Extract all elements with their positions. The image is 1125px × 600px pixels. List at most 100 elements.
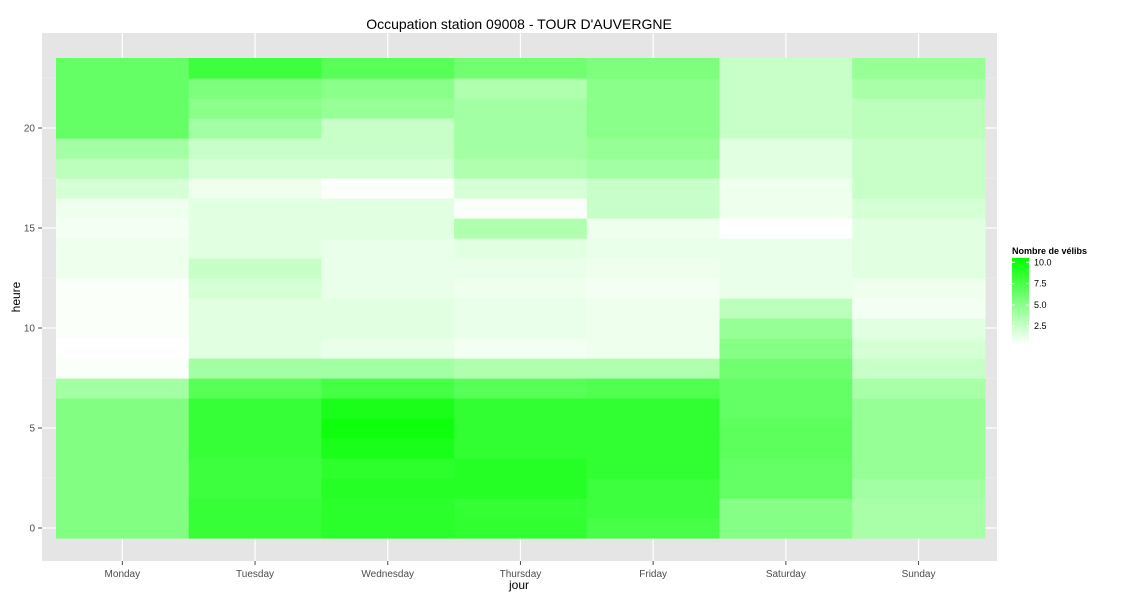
- heatmap-cell: [454, 258, 588, 279]
- heatmap-cell: [188, 98, 322, 119]
- heatmap-cell: [188, 298, 322, 319]
- heatmap-cell: [852, 438, 986, 459]
- heatmap-cell: [321, 98, 455, 119]
- x-tick-label: Sunday: [902, 569, 936, 580]
- heatmap-cell: [852, 218, 986, 239]
- legend: Nombre de vélibs 2.5 5.0 7.5 10.0: [1012, 246, 1087, 345]
- heatmap-cell: [188, 418, 322, 439]
- heatmap-cell: [719, 278, 853, 299]
- heatmap-cell: [454, 98, 588, 119]
- heatmap-cell: [321, 58, 455, 79]
- heatmap-cell: [719, 318, 853, 339]
- heatmap-cell: [852, 358, 986, 379]
- heatmap-cells: [56, 58, 986, 539]
- heatmap-cell: [586, 58, 721, 79]
- heatmap-cell: [852, 258, 986, 279]
- heatmap-cell: [586, 178, 721, 199]
- heatmap-cell: [188, 78, 322, 99]
- heatmap-cell: [586, 418, 721, 439]
- heatmap-cell: [321, 498, 455, 519]
- heatmap-cell: [321, 118, 455, 139]
- heatmap-cell: [321, 258, 455, 279]
- heatmap-cell: [719, 478, 853, 499]
- heatmap-cell: [719, 358, 853, 379]
- heatmap-cell: [852, 58, 986, 79]
- heatmap-cell: [454, 198, 588, 219]
- heatmap-cell: [586, 78, 721, 99]
- heatmap-cell: [586, 98, 721, 119]
- heatmap-cell: [56, 178, 190, 199]
- heatmap-cell: [188, 438, 322, 459]
- heatmap-cell: [586, 238, 721, 259]
- heatmap-cell: [56, 118, 190, 139]
- heatmap-cell: [852, 298, 986, 319]
- heatmap-cell: [56, 218, 190, 239]
- heatmap-cell: [188, 178, 322, 199]
- heatmap-cell: [188, 58, 322, 79]
- heatmap-cell: [188, 278, 322, 299]
- heatmap-cell: [852, 378, 986, 399]
- heatmap-cell: [586, 198, 721, 219]
- heatmap-cell: [321, 358, 455, 379]
- heatmap-cell: [321, 338, 455, 359]
- heatmap-cell: [586, 398, 721, 419]
- heatmap-cell: [852, 458, 986, 479]
- heatmap-cell: [586, 118, 721, 139]
- heatmap-cell: [188, 198, 322, 219]
- heatmap-cell: [56, 518, 190, 539]
- heatmap-cell: [56, 458, 190, 479]
- y-axis: 0 5 10 15 20: [24, 124, 42, 535]
- legend-title: Nombre de vélibs: [1012, 246, 1087, 256]
- heatmap-cell: [56, 498, 190, 519]
- x-tick-label: Thursday: [500, 569, 542, 580]
- heatmap-cell: [719, 178, 853, 199]
- heatmap-cell: [321, 238, 455, 259]
- heatmap-cell: [321, 418, 455, 439]
- heatmap-cell: [454, 498, 588, 519]
- heatmap-cell: [454, 318, 588, 339]
- y-tick-label: 10: [24, 324, 36, 335]
- heatmap-cell: [454, 398, 588, 419]
- heatmap-cell: [586, 378, 721, 399]
- x-axis-label: jour: [508, 578, 529, 592]
- heatmap-cell: [321, 398, 455, 419]
- heatmap-cell: [454, 378, 588, 399]
- heatmap-cell: [852, 78, 986, 99]
- heatmap-cell: [852, 198, 986, 219]
- heatmap-cell: [454, 218, 588, 239]
- heatmap-cell: [454, 298, 588, 319]
- heatmap-cell: [852, 178, 986, 199]
- heatmap-cell: [852, 418, 986, 439]
- heatmap-cell: [454, 278, 588, 299]
- heatmap-cell: [719, 198, 853, 219]
- legend-colorbar: [1012, 258, 1029, 345]
- x-tick-label: Tuesday: [236, 569, 274, 580]
- heatmap-cell: [56, 438, 190, 459]
- heatmap-cell: [852, 518, 986, 539]
- heatmap-cell: [188, 318, 322, 339]
- heatmap-cell: [56, 318, 190, 339]
- heatmap-cell: [719, 78, 853, 99]
- heatmap-cell: [852, 398, 986, 419]
- heatmap-cell: [56, 78, 190, 99]
- heatmap-cell: [56, 338, 190, 359]
- heatmap-cell: [188, 458, 322, 479]
- x-tick-label: Friday: [639, 569, 667, 580]
- heatmap-cell: [454, 518, 588, 539]
- heatmap-cell: [454, 238, 588, 259]
- heatmap-cell: [188, 138, 322, 159]
- heatmap-cell: [56, 278, 190, 299]
- heatmap-cell: [852, 478, 986, 499]
- heatmap-cell: [454, 358, 588, 379]
- heatmap-cell: [188, 338, 322, 359]
- legend-tick-label: 10.0: [1034, 257, 1052, 267]
- y-tick-label: 15: [24, 224, 36, 235]
- heatmap-cell: [56, 358, 190, 379]
- heatmap-cell: [852, 498, 986, 519]
- chart-title: Occupation station 09008 - TOUR D'AUVERG…: [366, 16, 672, 32]
- heatmap-cell: [719, 238, 853, 259]
- heatmap-cell: [454, 178, 588, 199]
- heatmap-cell: [188, 518, 322, 539]
- y-tick-label: 0: [29, 524, 35, 535]
